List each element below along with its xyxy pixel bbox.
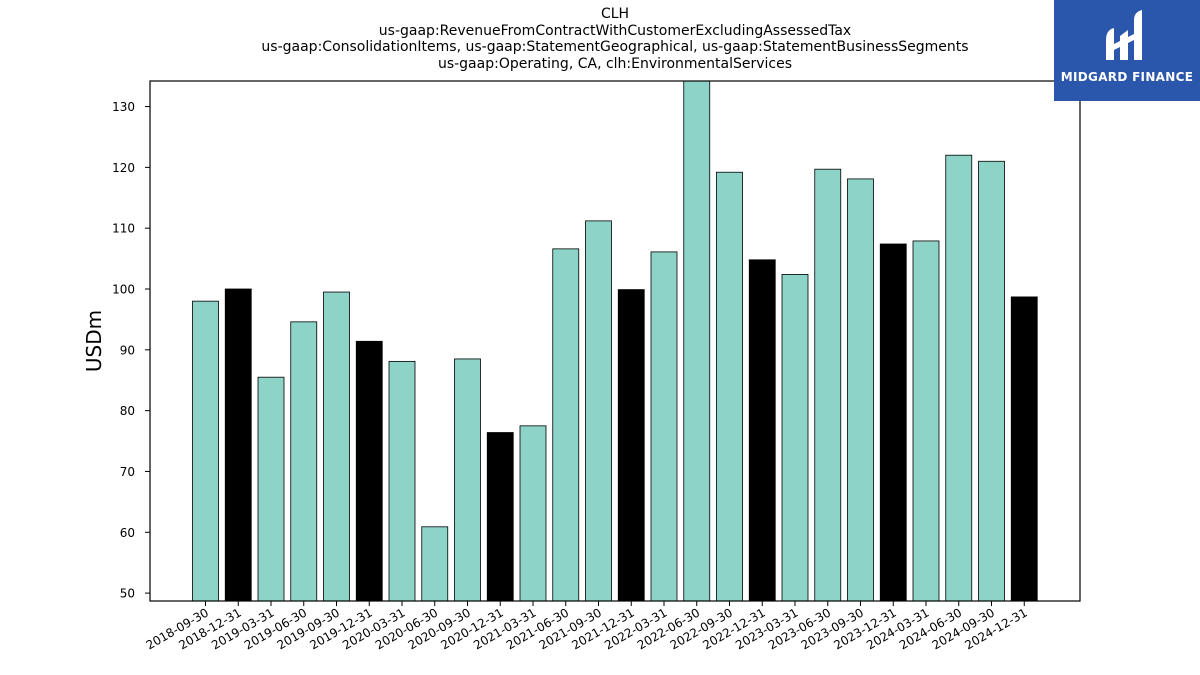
bar-2018-12-31 — [224, 288, 252, 602]
y-tick-label: 60 — [120, 526, 135, 540]
bar-2024-12-31 — [1010, 296, 1038, 602]
y-tick-label: 70 — [120, 465, 135, 479]
bar-2024-03-31 — [912, 240, 940, 602]
bar-2019-12-31 — [355, 340, 383, 602]
y-axis: 50 60 70 80 90 100 110 120 130 — [112, 100, 150, 601]
bar-2021-09-30 — [585, 220, 612, 602]
bar-2022-12-31 — [748, 259, 776, 602]
chart-title: CLH us-gaap:RevenueFromContractWithCusto… — [150, 6, 1080, 72]
y-tick-label: 80 — [120, 404, 135, 418]
bar-2021-03-31 — [519, 425, 547, 602]
y-tick-label: 120 — [112, 161, 135, 175]
bar-2021-12-31 — [617, 289, 645, 602]
x-axis: 2018-09-302018-12-312019-03-312019-06-30… — [144, 601, 1030, 652]
bar-2019-06-30 — [290, 321, 318, 602]
y-tick-label: 50 — [120, 587, 135, 601]
bar-2021-06-30 — [552, 248, 580, 602]
bar-2023-09-30 — [847, 178, 874, 602]
bars-group — [192, 80, 1038, 602]
bar-2024-09-30 — [978, 160, 1005, 602]
logo-text: MIDGARD FINANCE — [1060, 70, 1194, 84]
y-tick-label: 90 — [120, 343, 135, 357]
title-line-concept: us-gaap:RevenueFromContractWithCustomerE… — [378, 22, 852, 39]
y-tick-label: 130 — [112, 100, 135, 114]
bar-2022-06-30 — [683, 80, 711, 602]
title-line-axes: us-gaap:ConsolidationItems, us-gaap:Stat… — [261, 39, 969, 55]
bar-2020-09-30 — [454, 358, 481, 602]
bar-2020-06-30 — [421, 526, 449, 602]
brand-logo: MIDGARD FINANCE — [1054, 0, 1200, 101]
bar-2022-09-30 — [716, 171, 743, 602]
bar-2020-03-31 — [388, 360, 416, 602]
title-line-members: us-gaap:Operating, CA, clh:Environmental… — [437, 55, 793, 72]
bar-2024-06-30 — [945, 154, 973, 602]
bar-2019-09-30 — [323, 291, 350, 602]
plot-frame — [149, 80, 1081, 602]
bar-2018-09-30 — [192, 300, 219, 602]
bar-2023-03-31 — [781, 273, 809, 602]
logo-mark-icon — [1106, 10, 1142, 60]
bar-2022-03-31 — [650, 251, 678, 602]
y-tick-label: 100 — [112, 283, 135, 297]
title-line-ticker: CLH — [600, 6, 630, 22]
bar-2023-12-31 — [879, 243, 907, 602]
bar-2023-06-30 — [814, 168, 842, 602]
y-axis-label: USDm — [82, 310, 106, 372]
y-tick-label: 110 — [112, 222, 135, 236]
bar-2020-12-31 — [486, 432, 514, 602]
bar-2019-03-31 — [257, 376, 285, 602]
